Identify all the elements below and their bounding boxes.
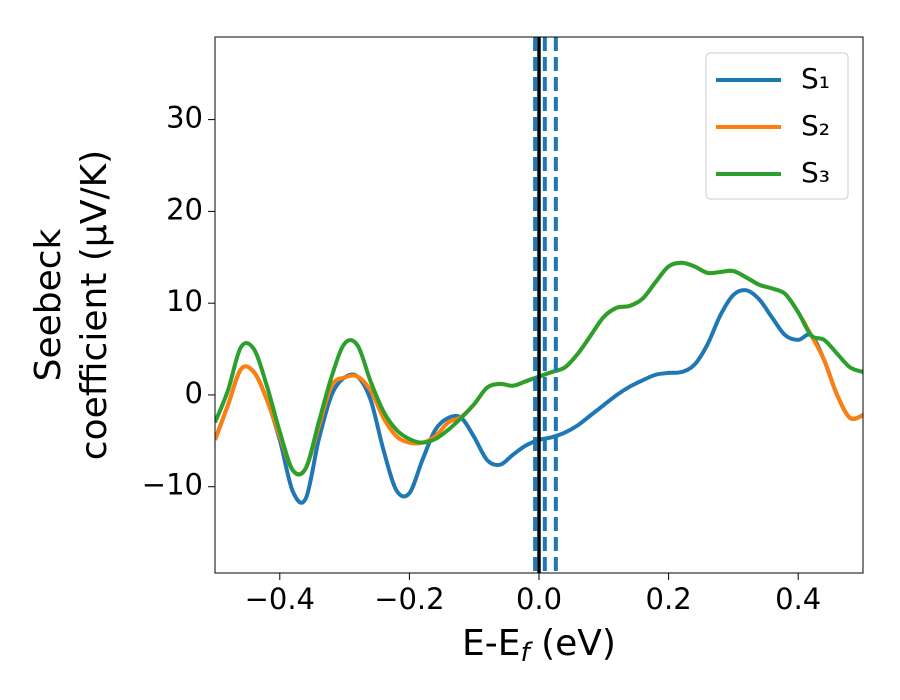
x-axis-label: E-Ef (eV) <box>462 623 616 668</box>
y-axis-label: Seebeck coefficient (μV/K) <box>28 150 115 460</box>
x-tick-label: −0.2 <box>374 582 444 616</box>
plot-frame <box>214 36 864 574</box>
y-tick-label: 10 <box>166 284 203 318</box>
y-label-line: coefficient (μV/K) <box>74 150 115 460</box>
x-label-part: (eV) <box>530 623 616 664</box>
legend-label: S₃ <box>801 156 830 189</box>
y-tick-label: 20 <box>166 192 203 226</box>
y-tick-label: 0 <box>185 376 203 410</box>
x-label-part: E-E <box>462 623 520 664</box>
legend-label: S₂ <box>801 109 830 142</box>
y-tick-label: 30 <box>166 101 203 135</box>
x-tick-label: 0.0 <box>516 582 562 616</box>
plot <box>215 37 863 573</box>
y-label-line: Seebeck <box>28 228 69 381</box>
y-tick-label: −10 <box>142 468 203 502</box>
legend-label: S₁ <box>801 62 830 95</box>
x-tick-label: 0.4 <box>775 582 821 616</box>
x-tick-label: 0.2 <box>646 582 692 616</box>
x-tick-label: −0.4 <box>245 582 315 616</box>
